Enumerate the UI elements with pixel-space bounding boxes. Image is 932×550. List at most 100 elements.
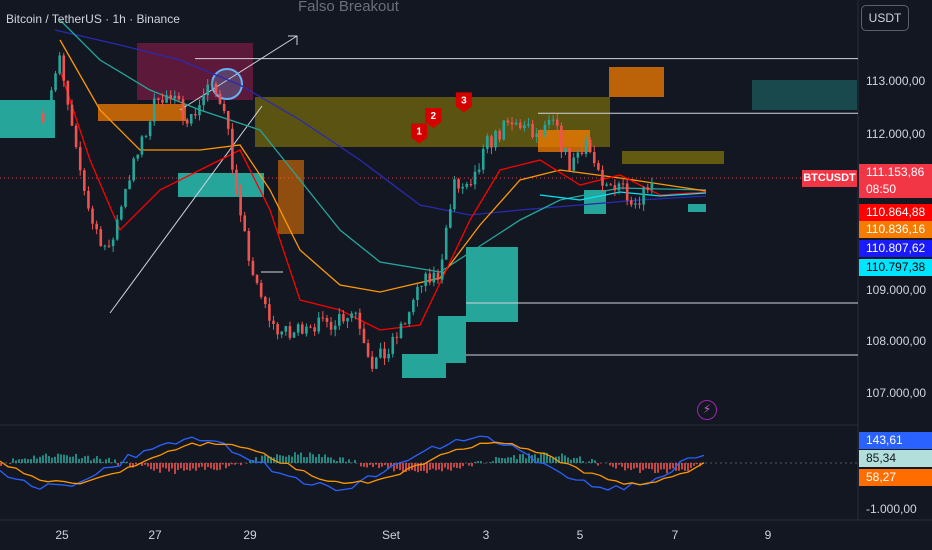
signal-marker[interactable]: 1	[411, 123, 428, 144]
osc-histogram-bar	[546, 452, 548, 463]
candle-body	[555, 119, 559, 126]
osc-histogram-bar	[663, 463, 665, 470]
candle-body	[54, 73, 57, 91]
signal-marker-shape	[411, 123, 428, 144]
osc-histogram-bar	[345, 461, 347, 463]
osc-histogram-bar	[495, 456, 497, 463]
signal-marker-shape	[425, 108, 442, 128]
candle-body	[198, 105, 201, 116]
candle-body	[333, 325, 337, 330]
osc-histogram-bar	[591, 459, 593, 463]
candle-body	[625, 183, 629, 201]
candle-body	[194, 114, 197, 116]
osc-histogram-bar	[156, 463, 158, 469]
candle-body	[362, 328, 366, 344]
osc-histogram-bar	[111, 462, 113, 463]
candle-body	[629, 200, 633, 205]
osc-histogram-bar	[105, 459, 107, 463]
osc-histogram-bar	[114, 459, 116, 463]
candle-body	[120, 206, 123, 220]
osc-histogram-bar	[669, 463, 671, 470]
candle-body	[469, 184, 473, 186]
osc-histogram-bar	[618, 463, 620, 465]
candle-body	[523, 125, 526, 129]
ma-cyan-line	[539, 191, 707, 201]
osc-histogram-bar	[12, 458, 14, 463]
candle-body	[202, 95, 205, 106]
osc-histogram-bar	[327, 457, 329, 463]
osc-histogram-bar	[162, 463, 164, 468]
osc-histogram-bar	[228, 463, 230, 467]
candle-body	[650, 182, 654, 190]
osc-histogram-bar	[684, 463, 686, 471]
candle-body	[481, 148, 485, 170]
osc-histogram-bar	[363, 463, 365, 467]
osc-histogram-bar	[543, 452, 545, 463]
candle-body	[210, 83, 214, 85]
arrow-head	[288, 35, 298, 45]
osc-histogram-bar	[147, 463, 149, 467]
osc-histogram-bar	[30, 459, 32, 463]
osc-histogram-bar	[330, 457, 332, 463]
osc-histogram-bar	[561, 453, 563, 463]
osc-orange-line	[0, 441, 705, 486]
osc-histogram-bar	[183, 463, 185, 471]
osc-histogram-bar	[678, 463, 680, 471]
candle-body	[325, 318, 329, 322]
candle-body	[296, 324, 300, 333]
osc-histogram-bar	[210, 463, 212, 469]
demand-zone-box	[178, 173, 264, 197]
osc-histogram-bar	[420, 463, 422, 472]
candle-body	[173, 95, 177, 99]
x-tick-label: Set	[381, 528, 401, 542]
osc-histogram-bar	[90, 460, 92, 463]
candle-body	[251, 260, 255, 275]
candle-body	[115, 219, 119, 240]
candle-body	[609, 184, 613, 186]
osc-histogram-bar	[300, 452, 302, 463]
order-block-box	[609, 67, 664, 97]
candle-body	[646, 187, 650, 190]
osc-histogram-bar	[24, 458, 26, 463]
symbol-tag: BTCUSDT	[802, 170, 857, 187]
signal-marker[interactable]: 2	[425, 108, 442, 128]
candle-body	[50, 90, 53, 106]
osc-histogram-bar	[498, 457, 500, 463]
bar-countdown: 08:50	[866, 182, 897, 196]
candle-body	[535, 133, 538, 137]
osc-histogram-bar	[402, 463, 404, 472]
candle-body	[231, 128, 234, 170]
demand-zone-box	[402, 354, 446, 378]
osc-histogram-bar	[432, 463, 434, 469]
osc-histogram-bar	[348, 459, 350, 463]
osc-histogram-bar	[354, 459, 356, 463]
candle-body	[272, 320, 275, 324]
osc-histogram-bar	[597, 463, 599, 466]
lightning-icon[interactable]: ⚡	[697, 400, 717, 420]
osc-histogram-bar	[660, 463, 662, 470]
osc-histogram-bar	[567, 457, 569, 463]
osc-histogram-bar	[261, 455, 263, 463]
osc-histogram-bar	[132, 463, 134, 468]
osc-histogram-bar	[429, 463, 431, 470]
candle-body	[613, 185, 617, 191]
osc-histogram-bar	[297, 454, 299, 463]
osc-histogram-bar	[108, 457, 110, 463]
candle-body	[66, 80, 70, 105]
demand-zone-box	[466, 247, 518, 322]
trend-line	[109, 105, 263, 314]
osc-histogram-bar	[264, 455, 266, 463]
osc-histogram-bar	[225, 463, 227, 469]
ma-blue-tag: 110.807,62	[859, 240, 932, 257]
candle-body	[568, 148, 571, 171]
signal-marker[interactable]: 3	[455, 92, 472, 113]
currency-button[interactable]: USDT	[861, 5, 909, 31]
candle-body	[95, 223, 98, 230]
signal-marker-shape	[455, 92, 472, 113]
candle-body	[309, 326, 312, 328]
candle-body	[354, 312, 358, 314]
x-tick-label: 27	[148, 528, 162, 542]
osc-histogram-bar	[198, 463, 200, 468]
